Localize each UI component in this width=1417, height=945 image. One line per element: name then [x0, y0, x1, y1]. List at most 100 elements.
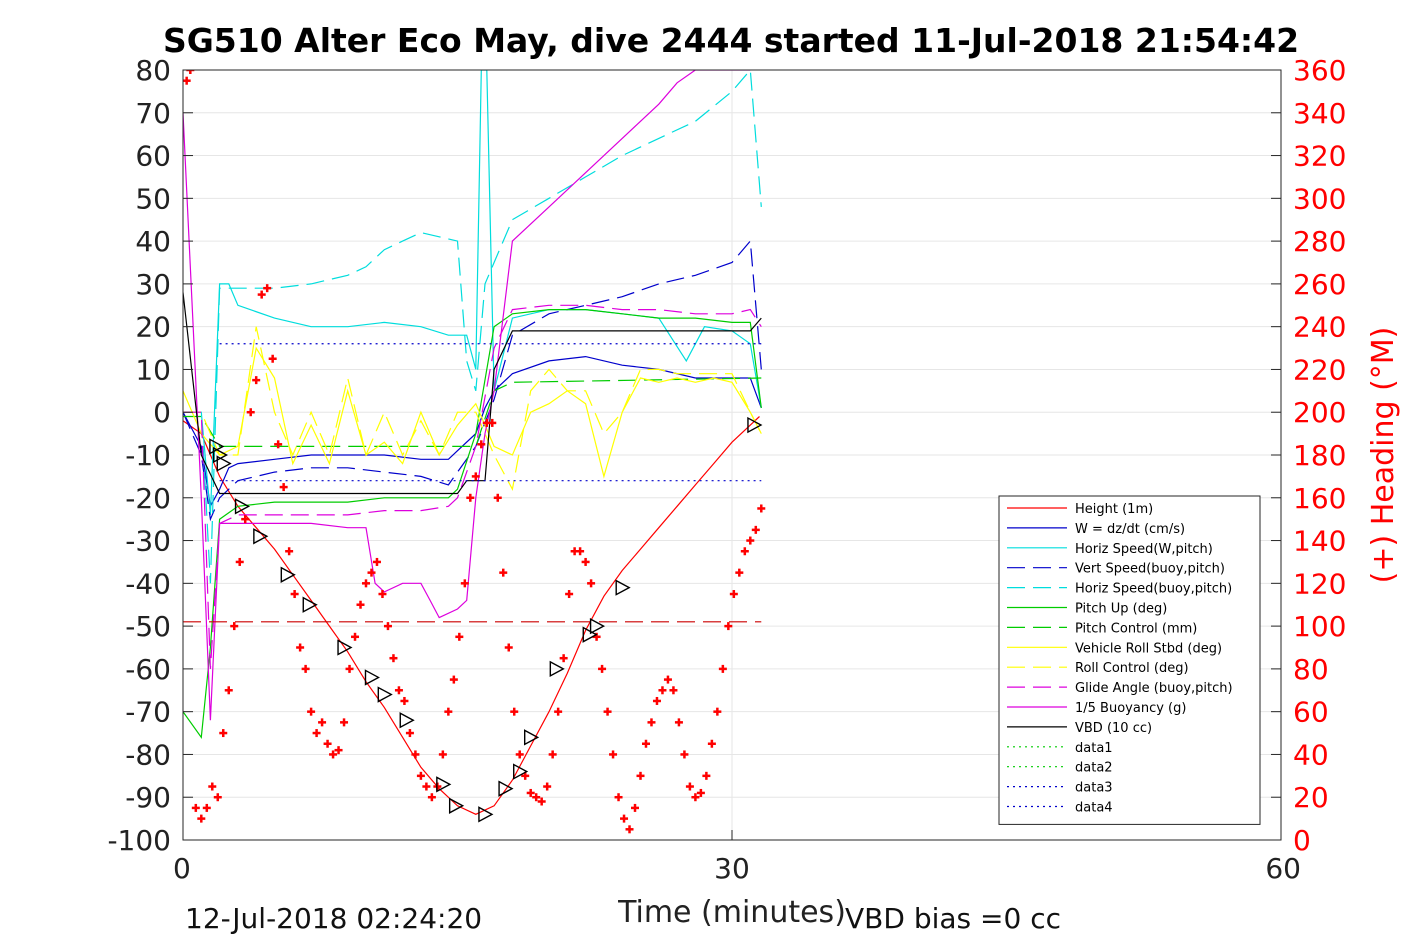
heading-point: [351, 632, 360, 641]
y-tick-label: 20: [135, 311, 171, 344]
y-tick-label: -40: [125, 567, 171, 600]
y-tick-label: -20: [125, 482, 171, 515]
heading-point: [252, 376, 261, 385]
heading-point: [707, 739, 716, 748]
legend-entry: Pitch Up (deg): [1007, 602, 1167, 617]
heading-point: [565, 590, 574, 599]
chart-title: SG510 Alter Eco May, dive 2444 started 1…: [163, 21, 1299, 60]
heading-point: [202, 803, 211, 812]
heading-point: [729, 590, 738, 599]
y2-tick-label: 0: [1293, 824, 1311, 857]
heading-point: [422, 782, 431, 791]
heading-point: [576, 547, 585, 556]
legend-label: W = dz/dt (cm/s): [1075, 522, 1185, 537]
legend-label: Vehicle Roll Stbd (deg): [1075, 641, 1222, 656]
legend-entry: VBD (10 cc): [1007, 721, 1152, 736]
heading-point: [345, 664, 354, 673]
y2-axis: 3603403203002802602402202001801601401201…: [1271, 54, 1346, 857]
heading-point: [724, 622, 733, 631]
legend-entry: data3: [1007, 781, 1113, 796]
y2-tick-label: 240: [1293, 311, 1346, 344]
marker-layer: [183, 70, 766, 834]
heading-point: [460, 579, 469, 588]
series-line-3: [183, 239, 762, 522]
heading-point: [263, 284, 272, 293]
heading-point: [186, 70, 195, 74]
x-tick-label: 0: [173, 852, 191, 885]
heading-point: [499, 568, 508, 577]
y2-axis-label: (+) Heading (°M): [1366, 327, 1401, 584]
heading-point: [438, 750, 447, 759]
y2-tick-label: 260: [1293, 268, 1346, 301]
trajectory-marker: [436, 776, 452, 793]
legend-label: Pitch Control (mm): [1075, 621, 1197, 636]
heading-point: [548, 750, 557, 759]
heading-point: [493, 493, 502, 502]
trajectory-marker: [448, 797, 465, 814]
legend-entry: data1: [1007, 741, 1113, 756]
legend-label: Glide Angle (buoy,pitch): [1075, 681, 1233, 696]
heading-point: [685, 782, 694, 791]
y2-tick-label: 160: [1293, 482, 1346, 515]
y-tick-label: 30: [135, 268, 171, 301]
heading-point: [603, 707, 612, 716]
heading-point: [471, 472, 480, 481]
y2-tick-label: 100: [1293, 610, 1346, 643]
series-line-8: [183, 326, 762, 491]
heading-point: [268, 354, 277, 363]
heading-point: [532, 793, 541, 802]
trajectory-marker: [377, 686, 393, 703]
legend-label: Roll Control (deg): [1075, 661, 1189, 676]
heading-point: [740, 547, 749, 556]
y2-tick-label: 60: [1293, 696, 1329, 729]
y-tick-label: -90: [125, 781, 171, 814]
y-tick-label: 50: [135, 182, 171, 215]
heading-point: [696, 788, 705, 797]
series-line-0: [183, 416, 760, 815]
heading-point: [183, 76, 191, 85]
heading-point: [367, 568, 376, 577]
heading-point: [411, 750, 420, 759]
trajectory-marker: [280, 566, 296, 583]
heading-point: [213, 793, 222, 802]
series-line-9: [183, 304, 762, 669]
trajectory-marker: [589, 617, 606, 635]
trajectory-marker: [582, 626, 598, 643]
heading-point: [383, 622, 392, 631]
trajectory-marker: [524, 729, 540, 746]
y-tick-label: -70: [125, 696, 171, 729]
heading-point: [394, 686, 403, 695]
y-tick-label: 40: [135, 225, 171, 258]
heading-point: [746, 536, 755, 545]
y-tick-label: 0: [153, 396, 171, 429]
y-tick-label: -30: [125, 525, 171, 558]
heading-point: [614, 793, 623, 802]
y2-tick-label: 340: [1293, 97, 1346, 130]
heading-point: [636, 771, 645, 780]
legend-label: Pitch Up (deg): [1075, 602, 1167, 617]
legend-label: Horiz Speed(buoy,pitch): [1075, 582, 1232, 597]
heading-point: [257, 290, 266, 299]
heading-point: [191, 803, 200, 812]
heading-point: [208, 782, 217, 791]
legend-box: [998, 495, 1261, 825]
y2-tick-label: 140: [1293, 525, 1346, 558]
heading-point: [230, 622, 239, 631]
x-axis: 0 30 60: [173, 830, 1301, 885]
y-tick-label: 60: [135, 140, 171, 173]
legend-entry: Horiz Speed(buoy,pitch): [1007, 582, 1232, 597]
heading-point: [751, 525, 760, 534]
heading-point: [340, 718, 349, 727]
legend-entry: Vert Speed(buoy,pitch): [1007, 562, 1225, 577]
heading-point: [455, 632, 464, 641]
heading-point: [362, 579, 370, 588]
footer-timestamp: 12-Jul-2018 02:24:20: [185, 902, 482, 935]
heading-point: [224, 686, 233, 695]
heading-point: [510, 707, 519, 716]
legend-entry: data4: [1007, 801, 1113, 816]
legend-entry: W = dz/dt (cm/s): [1007, 522, 1185, 537]
heading-point: [521, 771, 530, 780]
legend-label: VBD (10 cc): [1075, 721, 1152, 736]
trajectory-marker: [302, 596, 318, 613]
